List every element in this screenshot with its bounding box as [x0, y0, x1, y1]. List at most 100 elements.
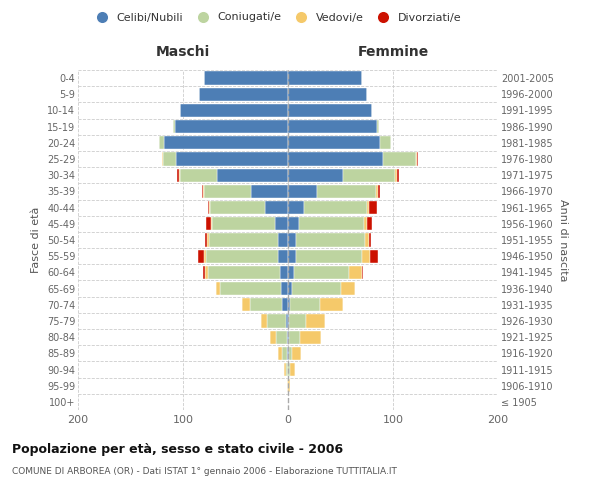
Bar	[376, 185, 379, 198]
Bar	[288, 185, 317, 198]
Bar	[176, 168, 179, 182]
Legend: Celibi/Nubili, Coniugati/e, Vedovi/e, Divorziati/e: Celibi/Nubili, Coniugati/e, Vedovi/e, Di…	[86, 8, 466, 27]
Bar	[377, 120, 379, 134]
Bar	[180, 168, 217, 182]
Bar	[395, 168, 397, 182]
Bar	[208, 266, 280, 279]
Bar	[277, 250, 288, 263]
Bar	[288, 120, 377, 134]
Bar	[287, 379, 288, 392]
Bar	[267, 314, 286, 328]
Bar	[288, 152, 383, 166]
Bar	[220, 282, 281, 295]
Bar	[288, 217, 299, 230]
Bar	[361, 250, 370, 263]
Bar	[164, 136, 288, 149]
Bar	[295, 266, 349, 279]
Bar	[397, 168, 400, 182]
Bar	[296, 250, 361, 263]
Bar	[173, 120, 175, 134]
Bar	[204, 250, 206, 263]
Bar	[304, 201, 367, 214]
Bar	[289, 330, 299, 344]
Bar	[289, 314, 306, 328]
Bar	[317, 185, 376, 198]
Bar	[416, 152, 417, 166]
Bar	[379, 185, 380, 198]
Y-axis label: Fasce di età: Fasce di età	[31, 207, 41, 273]
Bar	[288, 88, 367, 101]
Bar	[209, 201, 210, 214]
Bar	[282, 346, 287, 360]
Bar	[209, 234, 277, 246]
Bar	[277, 330, 287, 344]
Bar	[288, 282, 292, 295]
Bar	[286, 363, 288, 376]
Bar	[250, 298, 282, 312]
Bar	[265, 201, 288, 214]
Bar	[380, 136, 391, 149]
Bar	[288, 314, 289, 328]
Bar	[208, 201, 209, 214]
Bar	[364, 217, 367, 230]
Bar	[292, 282, 341, 295]
Bar	[343, 168, 395, 182]
Bar	[159, 136, 164, 149]
Bar	[205, 234, 207, 246]
Bar	[288, 136, 380, 149]
Bar	[286, 314, 288, 328]
Bar	[289, 346, 292, 360]
Bar	[365, 234, 369, 246]
Bar	[370, 250, 379, 263]
Bar	[288, 330, 289, 344]
Bar	[288, 168, 343, 182]
Bar	[292, 346, 301, 360]
Bar	[288, 234, 296, 246]
Bar	[299, 330, 320, 344]
Bar	[206, 250, 277, 263]
Bar	[204, 72, 288, 85]
Bar	[383, 152, 416, 166]
Text: Popolazione per età, sesso e stato civile - 2006: Popolazione per età, sesso e stato civil…	[12, 442, 343, 456]
Bar	[287, 330, 288, 344]
Bar	[341, 282, 355, 295]
Bar	[207, 234, 209, 246]
Bar	[367, 201, 369, 214]
Bar	[277, 234, 288, 246]
Bar	[197, 250, 204, 263]
Bar	[205, 266, 208, 279]
Bar	[369, 234, 371, 246]
Bar	[288, 250, 296, 263]
Text: COMUNE DI ARBOREA (OR) - Dati ISTAT 1° gennaio 2006 - Elaborazione TUTTITALIA.IT: COMUNE DI ARBOREA (OR) - Dati ISTAT 1° g…	[12, 468, 397, 476]
Bar	[288, 201, 304, 214]
Bar	[288, 266, 295, 279]
Bar	[280, 266, 288, 279]
Bar	[320, 298, 343, 312]
Bar	[306, 314, 325, 328]
Bar	[206, 217, 211, 230]
Bar	[284, 363, 286, 376]
Bar	[217, 168, 288, 182]
Bar	[212, 217, 275, 230]
Bar	[203, 266, 205, 279]
Bar	[163, 152, 176, 166]
Bar	[260, 314, 267, 328]
Bar	[203, 185, 204, 198]
Bar	[299, 217, 364, 230]
Bar	[175, 120, 288, 134]
Bar	[282, 298, 288, 312]
Bar	[288, 363, 290, 376]
Bar	[277, 346, 282, 360]
Bar	[288, 379, 290, 392]
Bar	[162, 152, 163, 166]
Bar	[199, 88, 288, 101]
Bar	[215, 282, 220, 295]
Bar	[361, 266, 362, 279]
Bar	[210, 201, 265, 214]
Bar	[369, 201, 377, 214]
Bar	[287, 346, 288, 360]
Bar	[290, 298, 320, 312]
Bar	[417, 152, 418, 166]
Bar	[202, 185, 203, 198]
Bar	[270, 330, 277, 344]
